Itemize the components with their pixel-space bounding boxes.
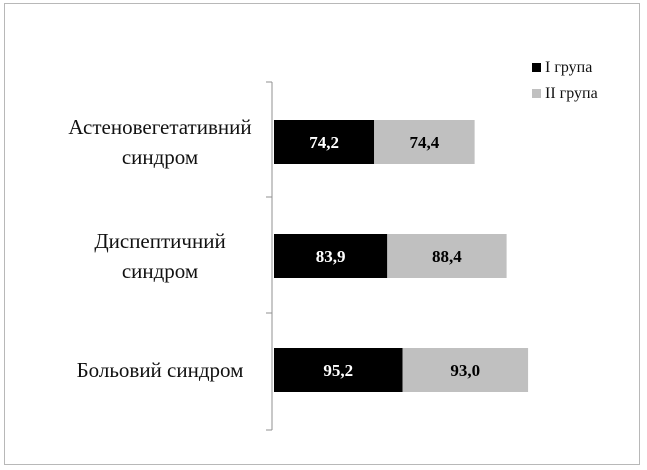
bar-group1-cat0 (274, 120, 375, 164)
legend-label-group2: II група (545, 85, 598, 102)
category-label-2: Больовий синдром (77, 358, 244, 382)
data-label-group2-cat2: 93,0 (450, 361, 480, 380)
data-label-group2-cat0: 74,4 (410, 133, 440, 152)
bar-group2-cat2 (402, 348, 529, 392)
legend-label-group1: I група (545, 59, 592, 76)
bar-group2-cat0 (374, 120, 475, 164)
data-label-group1-cat0: 74,2 (309, 133, 339, 152)
bar-group1-cat2 (274, 348, 403, 392)
bar-group2-cat1 (387, 234, 507, 278)
data-label-group1-cat2: 95,2 (323, 361, 353, 380)
data-label-group1-cat1: 83,9 (316, 247, 346, 266)
data-label-group2-cat1: 88,4 (432, 247, 462, 266)
category-label-0: Астеновегетативний синдром (68, 115, 251, 169)
legend-swatch-group2 (532, 89, 541, 98)
category-label-1: Диспептичний синдром (94, 229, 225, 283)
bar-group1-cat1 (274, 234, 388, 278)
legend-swatch-group1 (532, 63, 541, 72)
